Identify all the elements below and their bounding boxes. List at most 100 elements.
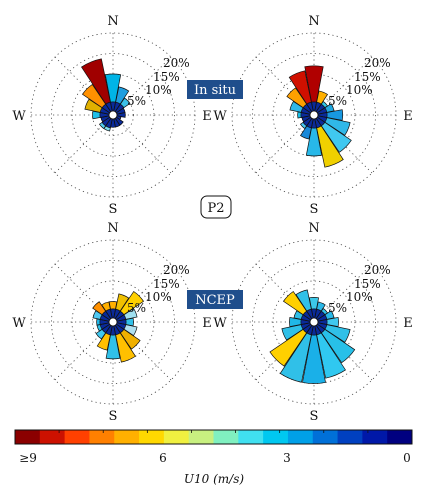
compass-s: S	[109, 202, 118, 217]
axis-diag-2	[255, 263, 373, 381]
colorbar-segment	[89, 430, 115, 444]
compass-e: E	[202, 316, 212, 331]
ring-3	[252, 53, 376, 177]
colorbar-segment	[337, 430, 363, 444]
ring-label-3: 15%	[153, 277, 180, 291]
wedge-SSW	[279, 321, 315, 383]
colorbar-segment	[213, 430, 239, 444]
colorbar-segment	[238, 430, 264, 444]
ring-2	[71, 280, 155, 364]
colorbar-segment	[287, 430, 314, 444]
wedge-SW	[269, 321, 315, 367]
axis-diag-1	[54, 263, 172, 381]
ring-3	[51, 260, 175, 384]
panel-label-box: P2	[200, 195, 232, 219]
colorbar-segment	[163, 430, 190, 444]
wedge-S	[105, 321, 121, 360]
ring-label-1: 5%	[328, 301, 347, 315]
colorbar-tick-0: 0	[403, 451, 411, 465]
compass-n: N	[107, 14, 118, 29]
compass-s: S	[310, 202, 319, 217]
wind-rose-insitu-left: 5%10%15%20% N S W E	[12, 14, 211, 217]
axis-diag-2	[255, 56, 373, 174]
colorbar-segment	[387, 430, 413, 444]
colorbar-segment	[263, 430, 289, 444]
calm-center	[108, 317, 118, 327]
colorbar-frame	[14, 429, 413, 445]
ring-2	[272, 280, 356, 364]
ring-label-3: 15%	[153, 70, 180, 84]
ring-label-1: 5%	[328, 94, 347, 108]
wedge-E	[313, 109, 344, 121]
colorbar-label: U10 (m/s)	[184, 472, 244, 486]
wedge-core-E	[112, 112, 126, 118]
wedge-NNW	[81, 58, 114, 116]
colorbar-segment	[64, 430, 90, 444]
axis-diag-2	[54, 56, 172, 174]
colorbar-tick-6: 6	[159, 451, 167, 465]
compass-n: N	[308, 221, 319, 236]
colorbar-segment	[114, 430, 140, 444]
compass-w: W	[213, 109, 227, 124]
ring-3	[252, 260, 376, 384]
ring-4	[30, 32, 196, 198]
ring-label-1: 5%	[127, 301, 146, 315]
wedge-S	[302, 321, 326, 384]
colorbar-segment	[362, 430, 388, 444]
ring-2	[71, 73, 155, 157]
axis-diag-2	[54, 263, 172, 381]
compass-w: W	[12, 316, 26, 331]
ring-3	[51, 53, 175, 177]
wind-rose-ncep-right: 5%10%15%20% N S W E	[213, 221, 412, 424]
compass-s: S	[310, 409, 319, 424]
ring-label-4: 20%	[364, 263, 391, 277]
ring-1	[92, 94, 134, 136]
colorbar-segment	[139, 430, 165, 444]
axis-diag-1	[255, 263, 373, 381]
colorbar	[14, 429, 413, 445]
compass-n: N	[308, 14, 319, 29]
compass-w: W	[12, 109, 26, 124]
compass-n: N	[107, 221, 118, 236]
ring-label-2: 10%	[346, 290, 373, 304]
ring-label-2: 10%	[145, 83, 172, 97]
compass-e: E	[202, 109, 212, 124]
compass-e: E	[403, 109, 413, 124]
in-situ-badge: In situ	[187, 80, 243, 99]
colorbar-tick-3: 3	[283, 451, 291, 465]
wedge-S	[305, 114, 323, 157]
axis-diag-1	[255, 56, 373, 174]
wedge-SSE	[313, 114, 344, 168]
wedge-SE	[313, 321, 356, 364]
wedge-SSE	[313, 321, 346, 379]
wind-rose-ncep-left: 5%10%15%20% N S W E	[12, 221, 211, 424]
calm-center	[108, 110, 118, 120]
ring-label-2: 10%	[145, 290, 172, 304]
colorbar-segment	[312, 430, 339, 444]
compass-e: E	[403, 316, 413, 331]
ncep-badge: NCEP	[187, 290, 243, 309]
ring-2	[272, 73, 356, 157]
colorbar-segment	[15, 430, 41, 444]
ring-label-3: 15%	[354, 70, 381, 84]
ring-label-2: 10%	[346, 83, 373, 97]
wedge-N	[304, 65, 324, 116]
ring-label-3: 15%	[354, 277, 381, 291]
ncep-label: NCEP	[195, 293, 235, 308]
compass-w: W	[213, 316, 227, 331]
ring-label-1: 5%	[127, 94, 146, 108]
calm-center	[309, 317, 319, 327]
panel-label: P2	[207, 201, 224, 216]
colorbar-segment	[39, 430, 66, 444]
ring-label-4: 20%	[163, 263, 190, 277]
ring-label-4: 20%	[163, 56, 190, 70]
compass-s: S	[109, 409, 118, 424]
axis-diag-1	[54, 56, 172, 174]
colorbar-segment	[188, 430, 214, 444]
ring-label-4: 20%	[364, 56, 391, 70]
calm-center	[309, 110, 319, 120]
colorbar-tick-max: ≥9	[19, 451, 37, 465]
wedge-N	[104, 73, 122, 116]
in-situ-label: In situ	[194, 83, 236, 98]
